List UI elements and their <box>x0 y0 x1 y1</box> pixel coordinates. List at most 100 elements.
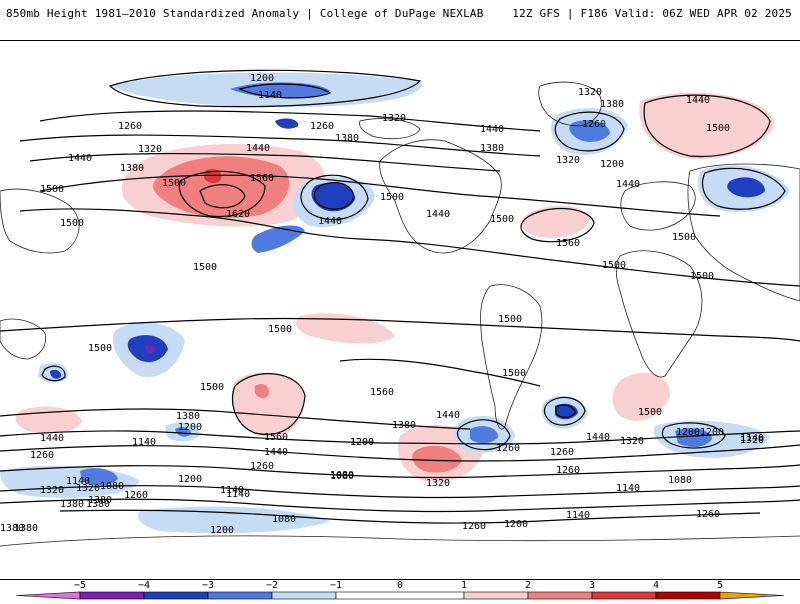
contour-label: 1500 <box>40 184 64 195</box>
contour-1260-north <box>39 110 541 132</box>
contour-label: 1500 <box>162 178 186 189</box>
contour-label: 1440 <box>68 153 92 164</box>
contour-1500-south-tropics <box>0 317 800 342</box>
contour-label: 1140 <box>132 437 156 448</box>
colorbar-swatches <box>15 591 785 600</box>
contour-label: 1320 <box>138 144 162 155</box>
contour-label: 1380 <box>335 133 359 144</box>
colorbar-swatch-neg1 <box>271 591 337 600</box>
contour-label: 1500 <box>706 123 730 134</box>
contour-gulf-alaska-low <box>313 182 355 210</box>
contour-label: 1380 <box>176 411 200 422</box>
contour-label: 1500 <box>638 407 662 418</box>
colorbar-swatch-neg5 <box>15 591 81 600</box>
anomaly-positive-south-atlantic-core <box>412 445 462 473</box>
contour-south-pacific-small-low <box>41 365 66 382</box>
contour-label: 1140 <box>220 485 244 496</box>
colorbar-tick-label: −4 <box>138 580 150 591</box>
colorbar-ticks: −5 −4 −3 −2 −1 0 1 2 3 4 5 <box>74 580 723 591</box>
contour-label: 1140 <box>258 90 282 101</box>
contour-label: 1380 <box>60 499 84 510</box>
colorbar-tick-label: −2 <box>266 580 278 591</box>
contour-1440-south <box>0 430 800 445</box>
contour-label: 1500 <box>88 343 112 354</box>
contour-label: 1440 <box>40 433 64 444</box>
coast-antarctica <box>0 535 800 547</box>
map-title: 850mb Height 1981–2010 Standardized Anom… <box>6 7 484 20</box>
contour-siberia-low <box>702 167 786 210</box>
colorbar-swatch-pos2 <box>527 591 593 600</box>
contour-label: 1260 <box>118 121 142 132</box>
coast-south-america <box>480 284 543 430</box>
contour-label: 1440 <box>436 410 460 421</box>
contour-label: 1200 <box>676 427 700 438</box>
colorbar-tick-label: −3 <box>202 580 214 591</box>
contour-label: 1380 <box>88 495 112 506</box>
colorbar-swatch-neg4 <box>79 591 145 600</box>
contour-label: 1440 <box>480 124 504 135</box>
contour-1620-high <box>199 184 246 209</box>
map-header: 850mb Height 1981–2010 Standardized Anom… <box>0 0 800 40</box>
contour-label: 1140 <box>226 489 250 500</box>
contour-label: 1440 <box>246 143 270 154</box>
contour-1080-south <box>59 509 761 524</box>
height-contours <box>0 69 800 524</box>
colorbar-swatch-pos3 <box>591 591 657 600</box>
contour-label: 1320 <box>556 155 580 166</box>
contour-label: 1260 <box>550 447 574 458</box>
contour-label: 1380 <box>0 523 24 534</box>
contour-label: 1200 <box>178 422 202 433</box>
colorbar-canvas: −5 −4 −3 −2 −1 0 1 2 3 4 5 <box>15 580 785 600</box>
colorbar-tick-label: −5 <box>74 580 86 591</box>
contour-label: 1380 <box>86 499 110 510</box>
anomaly-positive-south-pacific <box>231 372 305 437</box>
contour-1320-north <box>19 134 541 157</box>
contour-label: 1440 <box>264 447 288 458</box>
coast-europe <box>620 181 696 231</box>
contour-label: 1500 <box>380 192 404 203</box>
coast-australia <box>0 318 47 360</box>
contour-south-atlantic-low <box>543 396 586 426</box>
contour-iceland-low <box>554 111 625 152</box>
coastlines <box>0 81 800 547</box>
contour-label: 1260 <box>582 119 606 130</box>
contour-label: 1200 <box>700 427 724 438</box>
contour-label: 1140 <box>740 433 764 444</box>
contour-label: 1140 <box>566 510 590 521</box>
contour-1140-polar <box>238 83 332 99</box>
anomaly-positive-greenland <box>639 92 775 160</box>
contour-label: 1500 <box>602 260 626 271</box>
contour-1560-atlantic <box>520 208 595 243</box>
contour-label: 1260 <box>556 465 580 476</box>
colorbar-swatch-neg2 <box>207 591 273 600</box>
anomaly-positive-tropical-pacific <box>296 313 395 344</box>
contour-label: 1320 <box>620 436 644 447</box>
coast-north-america <box>379 139 502 254</box>
colorbar-swatch-pos4 <box>655 591 721 600</box>
contour-1560-south-pacific <box>231 373 306 435</box>
contour-label: 1500 <box>193 262 217 273</box>
colorbar-swatch-zero <box>335 591 465 600</box>
contour-1380-north <box>29 152 501 172</box>
contour-1260-south <box>0 464 800 479</box>
contour-label: 1140 <box>66 476 90 487</box>
anomaly-negative-south-pacific-small-core <box>50 369 62 379</box>
contour-label: 1200 <box>504 519 528 530</box>
contour-label: 1260 <box>124 490 148 501</box>
contour-label: 1080 <box>668 475 692 486</box>
contour-label: 1320 <box>740 435 764 446</box>
contour-label: 1380 <box>600 99 624 110</box>
map-canvas: 1200 1140 1260 1260 1380 1320 1440 1380 … <box>0 69 800 547</box>
contour-label: 1560 <box>250 173 274 184</box>
contour-1440-north <box>39 174 721 217</box>
colorbar-tick-label: 4 <box>653 580 659 591</box>
anomaly-negative-east-pacific-south-core <box>175 427 192 437</box>
contour-label: 1440 <box>426 209 450 220</box>
anomaly-negative-antarctic-band-core <box>80 468 118 486</box>
coast-asia-west <box>0 188 80 254</box>
coast-arctic-islands <box>359 118 421 140</box>
contour-label: 1500 <box>498 314 522 325</box>
contour-label: 1260 <box>496 443 520 454</box>
contour-label: 1380 <box>14 523 38 534</box>
anomaly-positive-indian-ocean <box>612 372 670 421</box>
